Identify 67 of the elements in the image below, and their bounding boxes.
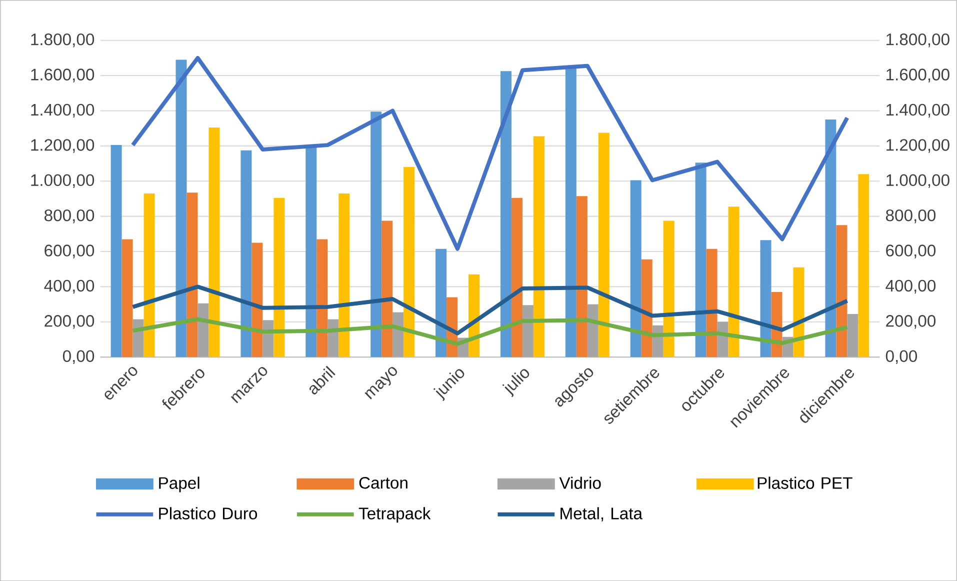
bar <box>122 239 133 357</box>
bar <box>500 71 512 357</box>
legend-label: Tetrapack <box>358 507 431 523</box>
x-tick-label: julio <box>502 369 530 398</box>
bar <box>316 239 328 357</box>
bar <box>858 174 870 357</box>
y-tick-label: 1.400,00 <box>31 104 94 118</box>
bar <box>793 267 804 357</box>
y2-tick-label: 1.800,00 <box>886 33 950 48</box>
y-tick-label: 800,00 <box>44 209 94 224</box>
y-tick-label: 1.200,00 <box>31 138 94 153</box>
line-series <box>130 284 850 336</box>
bar <box>186 192 198 357</box>
bar <box>706 248 718 357</box>
bar <box>338 193 350 357</box>
y-tick-label: 400,00 <box>44 280 94 294</box>
bar <box>533 136 544 357</box>
bar <box>208 127 220 357</box>
bar <box>565 66 576 357</box>
y2-tick-label: 400,00 <box>886 280 936 294</box>
legend-label: Plastico Duro <box>159 507 258 520</box>
bar <box>176 60 187 357</box>
bar <box>404 166 415 357</box>
bar <box>252 242 263 357</box>
legend-label: Plastico PET <box>758 476 852 489</box>
legend-label: Metal, Lata <box>560 507 643 522</box>
y2-tick-label: 200,00 <box>886 314 936 329</box>
bar <box>630 180 642 357</box>
legend-label: Papel <box>159 476 200 492</box>
bar <box>576 196 588 357</box>
y2-tick-label: 1.600,00 <box>886 68 950 82</box>
bar <box>274 198 285 357</box>
bar <box>695 162 706 357</box>
bar <box>598 132 610 357</box>
bar <box>511 198 522 357</box>
y-tick-label: 600,00 <box>44 244 94 258</box>
bar <box>522 305 534 357</box>
y-tick-label: 1.000,00 <box>31 174 94 188</box>
legend-label: Carton <box>359 476 408 489</box>
y-tick-label: 1.800,00 <box>31 33 94 48</box>
y2-tick-label: 800,00 <box>886 209 936 224</box>
bar <box>198 303 209 357</box>
bar <box>728 206 740 357</box>
bar <box>847 314 858 357</box>
y2-tick-label: 1.200,00 <box>886 138 950 153</box>
bar <box>663 220 674 357</box>
bar <box>587 304 598 357</box>
y-tick-label: 200,00 <box>44 314 94 329</box>
bar <box>144 193 155 357</box>
bar <box>825 119 836 357</box>
y2-tick-label: 1.000,00 <box>886 174 950 188</box>
legend-label: Vidrio <box>559 476 601 489</box>
y-tick-label: 0,00 <box>62 350 94 364</box>
bar <box>382 220 393 357</box>
bar <box>641 259 652 357</box>
y-tick-label: 1.600,00 <box>31 68 94 82</box>
bar <box>436 248 447 357</box>
line-series <box>130 56 850 251</box>
bar <box>370 111 382 357</box>
bar <box>392 312 404 357</box>
bar <box>836 224 848 357</box>
bar <box>240 150 252 357</box>
y2-tick-label: 1.400,00 <box>886 104 950 118</box>
y2-tick-label: 600,00 <box>886 244 936 258</box>
y2-tick-label: 0,00 <box>886 350 918 364</box>
bar <box>110 144 122 357</box>
line-series <box>130 317 850 346</box>
